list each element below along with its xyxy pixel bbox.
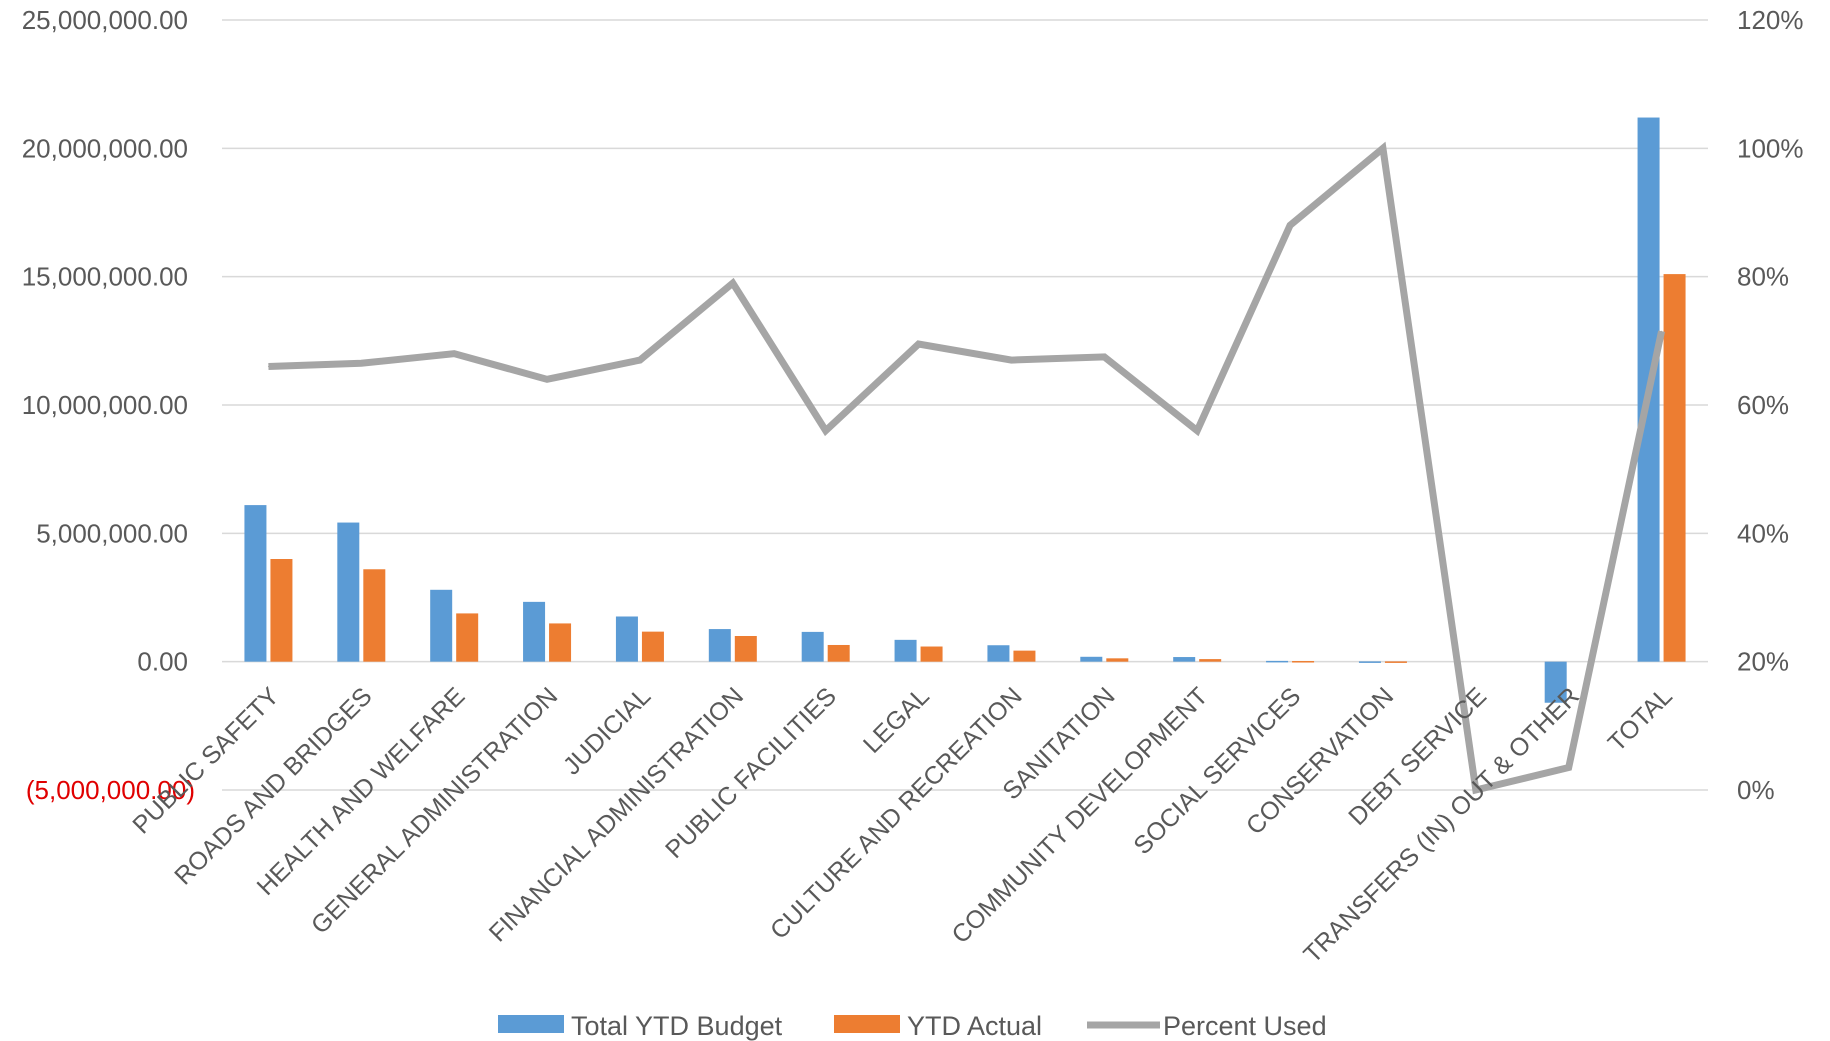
right-tick-label: 120% [1737,5,1804,35]
legend: Total YTD Budget YTD Actual Percent Used [498,1011,1327,1041]
bar [1266,660,1289,663]
line-point [267,366,269,367]
line-point [1475,789,1477,791]
line-point [1661,330,1663,332]
legend-item: Percent Used [1087,1011,1327,1041]
left-tick-label: 15,000,000.00 [22,262,188,292]
bar [827,644,850,662]
left-tick-label: (5,000,000.00) [26,775,195,805]
line-point [546,378,548,380]
left-tick-label: 10,000,000.00 [22,390,188,420]
bar [337,522,360,662]
right-axis-ticks: 120% 100% 80% 60% 40% 20% 0% [1737,5,1804,805]
legend-label: YTD Actual [907,1011,1042,1041]
bar [920,646,943,662]
bar [456,613,479,662]
bar [894,639,917,662]
line-series-percent-used [268,141,1665,795]
left-tick-label: 0.00 [137,647,188,677]
bar [1358,661,1381,663]
bar [244,505,267,662]
bar [1292,661,1315,663]
bar [708,629,731,662]
category-label: LEGAL [858,682,935,759]
bar [987,645,1010,662]
bar [1106,658,1129,662]
category-label: SOCIAL SERVICES [1128,682,1306,860]
line-point [1568,767,1570,769]
bars [244,117,1686,703]
bar [270,559,293,662]
bar-series-ytd-actual [270,274,1686,663]
bar [549,623,572,662]
bar [1544,661,1567,703]
line-point [1382,147,1384,149]
bar [363,569,386,662]
legend-label: Total YTD Budget [571,1011,783,1041]
left-tick-label: 5,000,000.00 [36,518,188,548]
bar [801,631,824,662]
bar [1384,661,1407,663]
category-label: PUBLIC FACILITIES [660,682,842,864]
bar [1013,650,1036,662]
right-tick-label: 80% [1737,262,1789,292]
category-label: JUDICIAL [558,682,656,780]
line-point [1196,430,1198,432]
line-point [453,353,455,355]
legend-label: Percent Used [1163,1011,1327,1041]
left-tick-label: 25,000,000.00 [22,5,188,35]
gridlines [222,19,1708,791]
bar [1080,656,1103,662]
right-tick-label: 100% [1737,133,1804,163]
bar [1173,657,1196,662]
line-point [732,282,734,284]
line-point [1103,356,1105,358]
right-tick-label: 0% [1737,775,1775,805]
legend-swatch [498,1015,564,1033]
bar-series-total-ytd-budget [244,117,1660,703]
bar [1199,659,1222,662]
legend-swatch [834,1015,900,1033]
line-point [1289,224,1291,226]
bar [430,589,453,662]
line-point [360,362,362,364]
line-point [639,359,641,361]
bar [734,636,757,662]
percent-line [267,141,1665,795]
bar [615,616,638,662]
right-tick-label: 40% [1737,518,1789,548]
right-tick-label: 60% [1737,390,1789,420]
legend-item: YTD Actual [834,1011,1042,1041]
line-point [918,343,920,345]
line-point [825,430,827,432]
right-tick-label: 20% [1737,647,1789,677]
bar [523,601,546,662]
left-axis-ticks: 25,000,000.00 20,000,000.00 15,000,000.00 1… [22,5,195,805]
legend-item: Total YTD Budget [498,1011,783,1041]
line-point [1010,359,1012,361]
category-label: TOTAL [1603,682,1678,757]
left-tick-label: 20,000,000.00 [22,133,188,163]
bar [1663,274,1686,662]
bar [641,631,664,662]
